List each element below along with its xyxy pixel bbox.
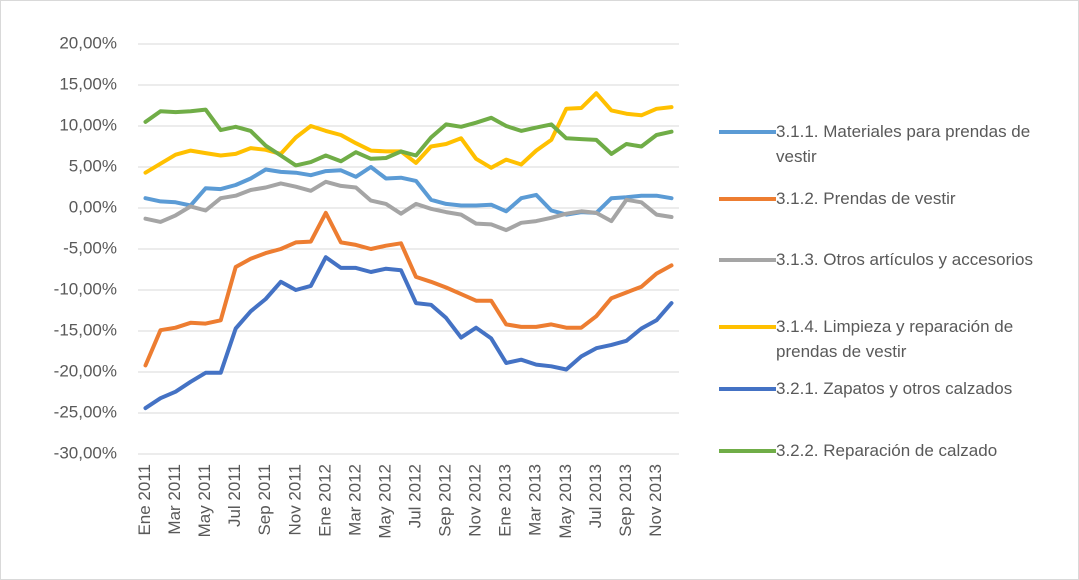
x-tick-label: Sep 2012	[436, 464, 455, 537]
legend-item: 3.1.2. Prendas de vestir	[719, 186, 1074, 211]
series-line	[143, 91, 674, 175]
y-tick-label: -20,00%	[54, 361, 117, 380]
x-tick-label: Sep 2011	[255, 464, 274, 536]
y-tick-label: 15,00%	[59, 74, 117, 93]
legend-swatch	[719, 197, 776, 201]
legend-item: 3.2.2. Reparación de calzado	[719, 438, 1074, 463]
x-tick-label: Jul 2011	[225, 464, 244, 527]
x-tick-label: Ene 2011	[135, 464, 154, 536]
x-tick-label: Ene 2012	[315, 464, 334, 537]
x-tick-label: May 2013	[556, 464, 575, 539]
x-tick-label: May 2012	[375, 464, 394, 539]
y-tick-label: -5,00%	[63, 238, 117, 257]
x-tick-label: Nov 2013	[646, 464, 665, 537]
legend-item: 3.1.1. Materiales para prendas de vestir	[719, 119, 1074, 169]
x-tick-label: Nov 2012	[466, 464, 485, 537]
legend-swatch	[719, 325, 776, 329]
series-line	[143, 179, 674, 233]
y-tick-label: -15,00%	[54, 320, 117, 339]
y-tick-label: 5,00%	[69, 156, 117, 175]
y-tick-label: 10,00%	[59, 115, 117, 134]
legend-label: 3.1.2. Prendas de vestir	[776, 189, 956, 208]
x-tick-label: May 2011	[195, 464, 214, 537]
legend-label: 3.2.1. Zapatos y otros calzados	[776, 379, 1013, 398]
legend-swatch	[719, 130, 776, 134]
x-tick-label: Nov 2011	[285, 464, 304, 536]
legend-item: 3.1.3. Otros artículos y accesorios	[719, 247, 1074, 272]
legend-label: 3.1.4. Limpieza y reparación de prendas …	[776, 317, 1014, 361]
legend-swatch	[719, 449, 776, 453]
legend-item: 3.1.4. Limpieza y reparación de prendas …	[719, 314, 1074, 364]
series-line	[143, 255, 674, 411]
y-tick-label: 0,00%	[69, 197, 117, 216]
x-tick-label: Mar 2011	[165, 464, 184, 535]
x-tick-label: Mar 2012	[345, 464, 364, 536]
x-tick-label: Jul 2013	[586, 464, 605, 528]
series-line	[143, 210, 674, 368]
legend-swatch	[719, 258, 776, 262]
series-line	[143, 107, 674, 168]
legend-label: 3.2.2. Reparación de calzado	[776, 441, 998, 460]
y-tick-label: 20,00%	[59, 33, 117, 52]
legend-swatch	[719, 387, 776, 391]
x-tick-label: Jul 2012	[405, 464, 424, 528]
y-tick-label: -30,00%	[54, 443, 117, 462]
x-tick-label: Ene 2013	[496, 464, 515, 537]
legend-label: 3.1.3. Otros artículos y accesorios	[776, 250, 1033, 269]
legend-label: 3.1.1. Materiales para prendas de vestir	[776, 122, 1031, 166]
legend-item: 3.2.1. Zapatos y otros calzados	[719, 376, 1074, 401]
y-tick-label: -10,00%	[54, 279, 117, 298]
x-tick-label: Mar 2013	[526, 464, 545, 536]
y-tick-label: -25,00%	[54, 402, 117, 421]
x-tick-label: Sep 2013	[616, 464, 635, 537]
